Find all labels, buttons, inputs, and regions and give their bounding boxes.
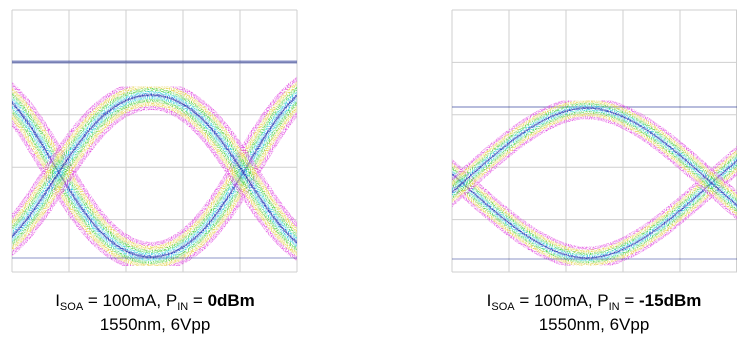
trace-core xyxy=(452,107,737,207)
caption-text: = xyxy=(188,291,207,310)
eye-diagram xyxy=(451,9,737,273)
caption-line1: ISOA = 100mA, PIN = -15dBm xyxy=(487,291,702,313)
caption-line2: 1550nm, 6Vpp xyxy=(100,315,211,334)
caption-power: -15dBm xyxy=(639,291,701,310)
traces xyxy=(452,90,737,270)
caption-text: = 100mA, P xyxy=(515,291,609,310)
subscript: SOA xyxy=(60,301,84,313)
trace-core xyxy=(12,94,297,244)
caption-text: I xyxy=(55,291,60,310)
eye-diagram xyxy=(11,9,298,273)
subscript: IN xyxy=(177,301,188,313)
caption-text: I xyxy=(487,291,492,310)
caption-line1: ISOA = 100mA, PIN = 0dBm xyxy=(55,291,255,313)
subscript: IN xyxy=(609,301,620,313)
caption-line2: 1550nm, 6Vpp xyxy=(539,315,650,334)
traces xyxy=(12,23,297,272)
caption-text: = 100mA, P xyxy=(83,291,177,310)
subscript: SOA xyxy=(491,301,515,313)
caption-text: = xyxy=(620,291,639,310)
caption-power: 0dBm xyxy=(208,291,255,310)
